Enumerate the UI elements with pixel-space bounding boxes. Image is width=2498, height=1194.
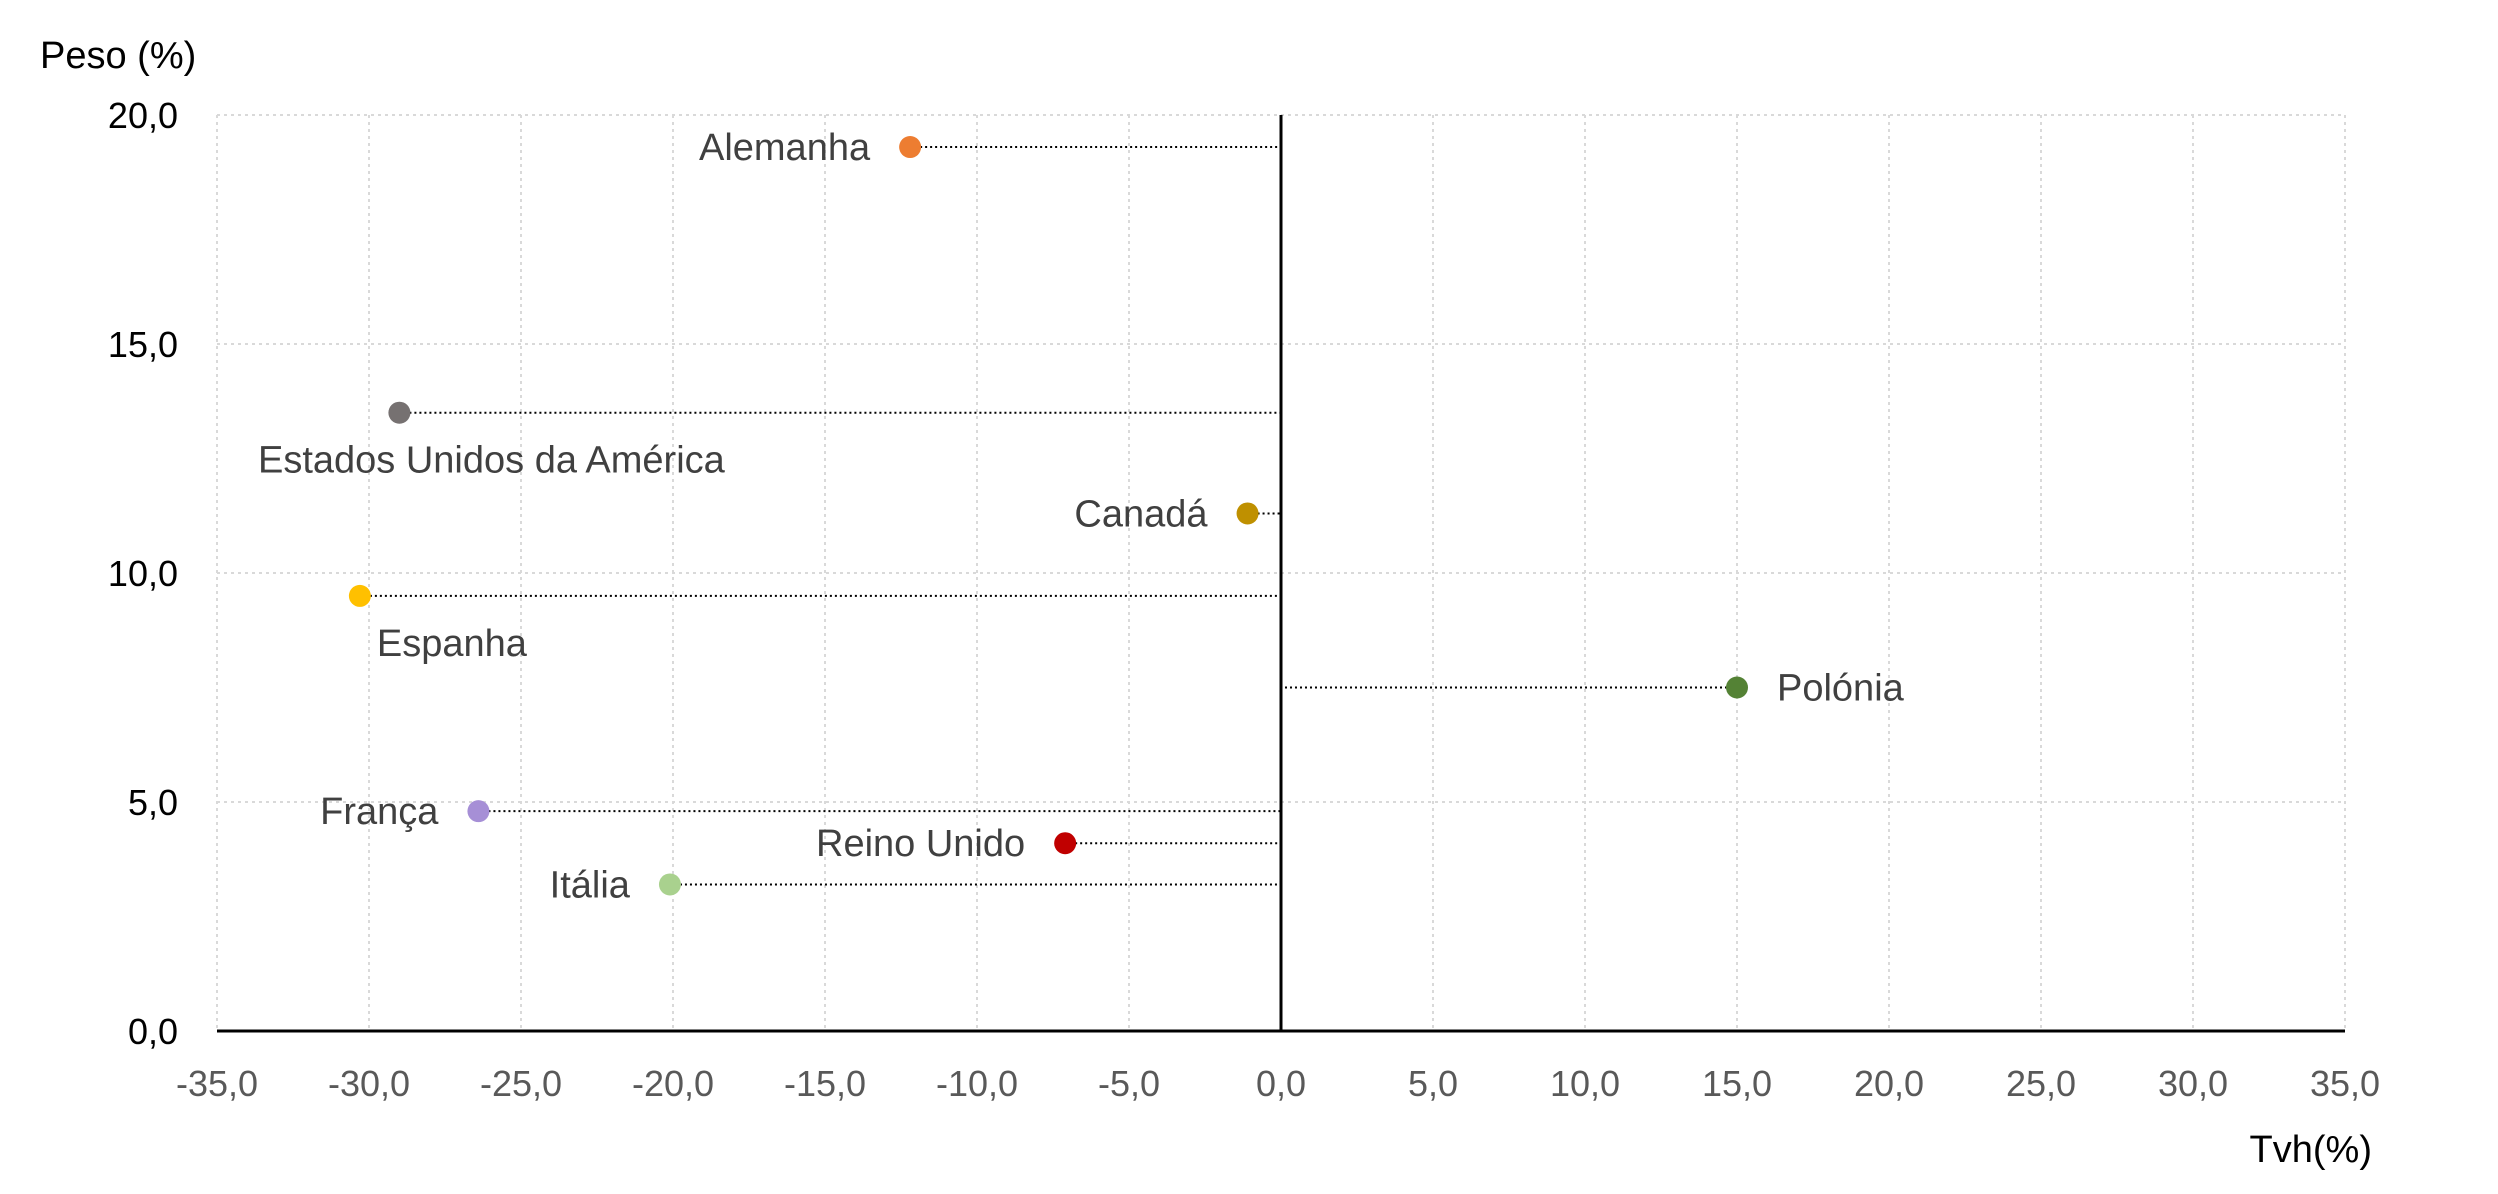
point-label: Alemanha <box>699 127 871 169</box>
point-label: Espanha <box>377 623 528 665</box>
x-tick-label: -25,0 <box>480 1063 562 1104</box>
data-point <box>658 873 681 896</box>
y-axis-title: Peso (%) <box>40 35 196 77</box>
x-tick-label: -35,0 <box>176 1063 258 1104</box>
x-tick-label: -5,0 <box>1098 1063 1160 1104</box>
data-point <box>899 136 922 159</box>
y-tick-labels: 0,0 5,0 10,0 15,0 20,0 <box>108 95 178 1052</box>
x-tick-label: 35,0 <box>2310 1063 2380 1104</box>
x-tick-label: 0,0 <box>1256 1063 1306 1104</box>
data-point <box>388 401 411 424</box>
x-tick-label: -30,0 <box>328 1063 410 1104</box>
x-tick-label: -20,0 <box>632 1063 714 1104</box>
leader-lines <box>359 146 1737 886</box>
x-tick-label: 25,0 <box>2006 1063 2076 1104</box>
data-point <box>348 584 371 607</box>
point-label: Estados Unidos da América <box>258 440 726 482</box>
point-labels: Alemanha Estados Unidos da América Canadá E… <box>258 127 1905 906</box>
x-tick-label: -10,0 <box>936 1063 1018 1104</box>
x-tick-label: 30,0 <box>2158 1063 2228 1104</box>
x-tick-labels: -35,0 -30,0 -25,0 -20,0 -15,0 -10,0 -5,0 0,0 5,0… <box>176 1063 2380 1104</box>
x-tick-label: -15,0 <box>784 1063 866 1104</box>
data-point <box>1236 502 1259 525</box>
point-label: Canadá <box>1074 493 1208 535</box>
y-tick-label: 15,0 <box>108 324 178 365</box>
data-point <box>1054 832 1077 855</box>
x-tick-label: 10,0 <box>1550 1063 1620 1104</box>
x-tick-label: 20,0 <box>1854 1063 1924 1104</box>
x-tick-label: 5,0 <box>1408 1063 1458 1104</box>
x-tick-label: 15,0 <box>1702 1063 1772 1104</box>
data-points <box>348 136 1748 896</box>
point-label: França <box>320 791 439 833</box>
point-label: Itália <box>550 864 631 906</box>
point-label: Polónia <box>1777 668 1905 710</box>
y-tick-label: 0,0 <box>128 1011 178 1052</box>
y-tick-label: 10,0 <box>108 553 178 594</box>
axes <box>217 115 2345 1033</box>
data-point <box>467 800 490 823</box>
y-tick-label: 20,0 <box>108 95 178 136</box>
x-axis-title: Tvh(%) <box>2250 1129 2372 1171</box>
data-point <box>1726 676 1748 699</box>
point-label: Reino Unido <box>816 823 1025 865</box>
y-tick-label: 5,0 <box>128 782 178 823</box>
